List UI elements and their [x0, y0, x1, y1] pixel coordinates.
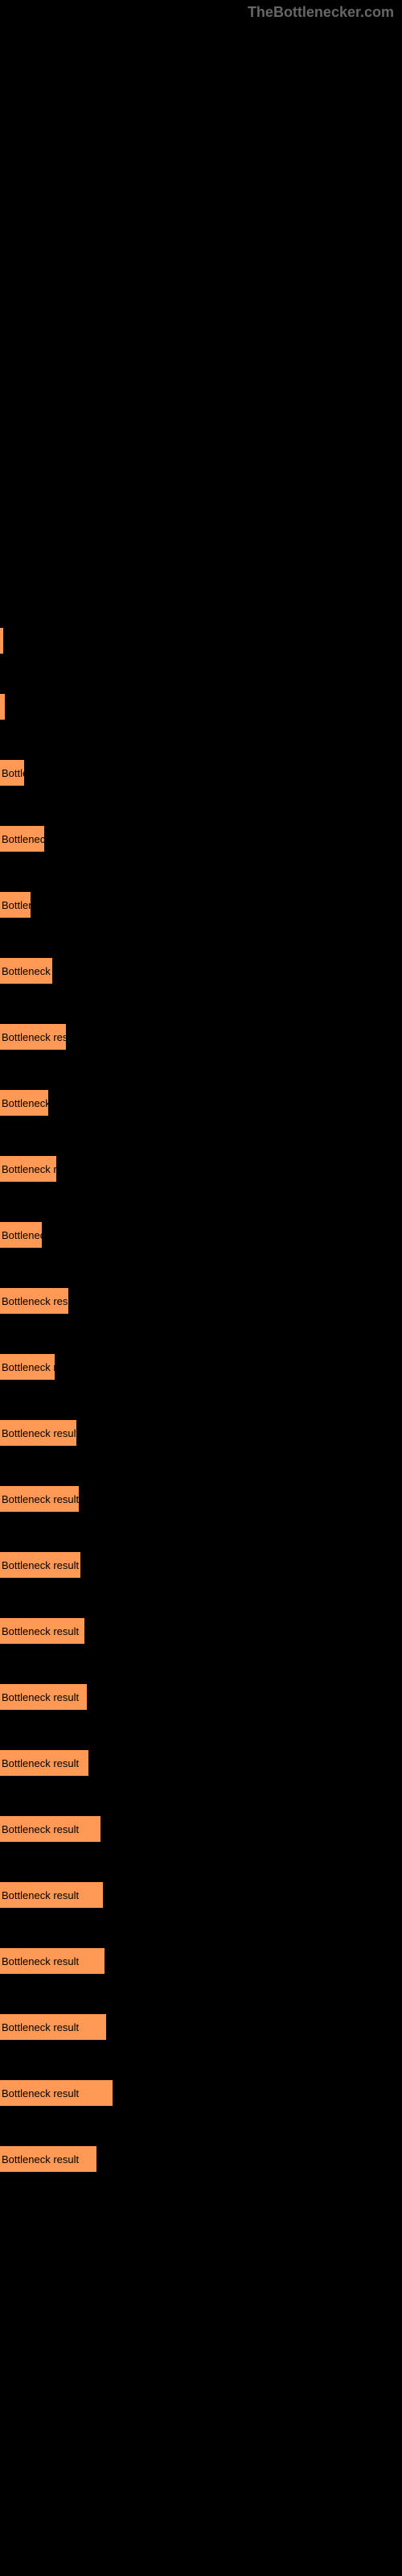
bar-row: Bottleneck result — [0, 1882, 402, 1908]
bar-label: Bottleneck resu — [2, 1295, 68, 1307]
bar: Bottleneck result — [0, 1486, 79, 1512]
bar-row: Bottleneck — [0, 826, 402, 852]
bar-chart: Bottle Bottleneck Bottlen Bottleneck r Bottl… — [0, 0, 402, 2172]
bar-label: Bottleneck result — [2, 1625, 79, 1637]
bar: Bottleneck re — [0, 1156, 56, 1182]
bar: Bottleneck re — [0, 1354, 55, 1380]
bar-row: Bottleneck result — [0, 1486, 402, 1512]
bar-row: Bottleneck result — [0, 1552, 402, 1578]
bar-row — [0, 694, 402, 720]
bar-row — [0, 628, 402, 654]
bar-row: Bottle — [0, 760, 402, 786]
bar-label: Bottleneck — [2, 833, 44, 845]
bar-row: Bottleneck result — [0, 1750, 402, 1776]
bar: Bottlen — [0, 892, 31, 918]
bar: Bottleneck — [0, 826, 44, 852]
bar-label: Bottleneck result — [2, 1889, 79, 1901]
bar-label: Bottleneck r — [2, 1097, 48, 1109]
bar-label: Bottleneck re — [2, 1163, 56, 1175]
bar-label: Bottleneck result — [2, 1823, 79, 1835]
bar-label: Bottleneck re — [2, 1361, 55, 1373]
bar-label: Bottlenec — [2, 1229, 42, 1241]
bar: Bottleneck result — [0, 2014, 106, 2040]
bar-row: Bottleneck result — [0, 1420, 402, 1446]
bar-row: Bottleneck r — [0, 958, 402, 984]
bar-label: Bottleneck r — [2, 965, 52, 977]
bar-label: Bottleneck result — [2, 1493, 79, 1505]
bar: Bottleneck result — [0, 1750, 88, 1776]
bar-row: Bottleneck re — [0, 1156, 402, 1182]
bar-label: Bottleneck result — [2, 2087, 79, 2099]
bar — [0, 628, 3, 654]
bar-row: Bottleneck result — [0, 2080, 402, 2106]
bar-label: Bottle — [2, 767, 24, 779]
bar: Bottleneck r — [0, 1090, 48, 1116]
bar: Bottleneck resu — [0, 1288, 68, 1314]
bar-label: Bottleneck result — [2, 1427, 76, 1439]
bar-label: Bottlen — [2, 899, 31, 911]
bar-label: Bottleneck result — [2, 1757, 79, 1769]
bar-row: Bottleneck result — [0, 1948, 402, 1974]
bar-row: Bottleneck result — [0, 2014, 402, 2040]
bar-row: Bottlen — [0, 892, 402, 918]
bar: Bottleneck result — [0, 1684, 87, 1710]
bar-row: Bottleneck resu — [0, 1288, 402, 1314]
bar: Bottlenec — [0, 1222, 42, 1248]
bar — [0, 694, 5, 720]
bar: Bottleneck result — [0, 1816, 100, 1842]
bar-label: Bottleneck result — [2, 2021, 79, 2033]
bar: Bottleneck result — [0, 2080, 113, 2106]
bar-row: Bottleneck r — [0, 1090, 402, 1116]
bar: Bottleneck result — [0, 1420, 76, 1446]
bar: Bottle — [0, 760, 24, 786]
bar-row: Bottleneck result — [0, 1816, 402, 1842]
bar-row: Bottleneck resu — [0, 1024, 402, 1050]
bar-label: Bottleneck result — [2, 2153, 79, 2165]
bar: Bottleneck r — [0, 958, 52, 984]
bar-label: Bottleneck result — [2, 1955, 79, 1967]
bar-row: Bottleneck result — [0, 1684, 402, 1710]
bar-row: Bottlenec — [0, 1222, 402, 1248]
bar: Bottleneck result — [0, 2146, 96, 2172]
bar-label: Bottleneck result — [2, 1559, 79, 1571]
bar-label: Bottleneck resu — [2, 1031, 66, 1043]
bar-row: Bottleneck result — [0, 1618, 402, 1644]
watermark-text: TheBottlenecker.com — [248, 4, 394, 21]
bar: Bottleneck result — [0, 1552, 80, 1578]
bar: Bottleneck result — [0, 1618, 84, 1644]
bar-row: Bottleneck result — [0, 2146, 402, 2172]
bar: Bottleneck result — [0, 1948, 105, 1974]
bar-row: Bottleneck re — [0, 1354, 402, 1380]
bar: Bottleneck resu — [0, 1024, 66, 1050]
bar: Bottleneck result — [0, 1882, 103, 1908]
bar-label: Bottleneck result — [2, 1691, 79, 1703]
